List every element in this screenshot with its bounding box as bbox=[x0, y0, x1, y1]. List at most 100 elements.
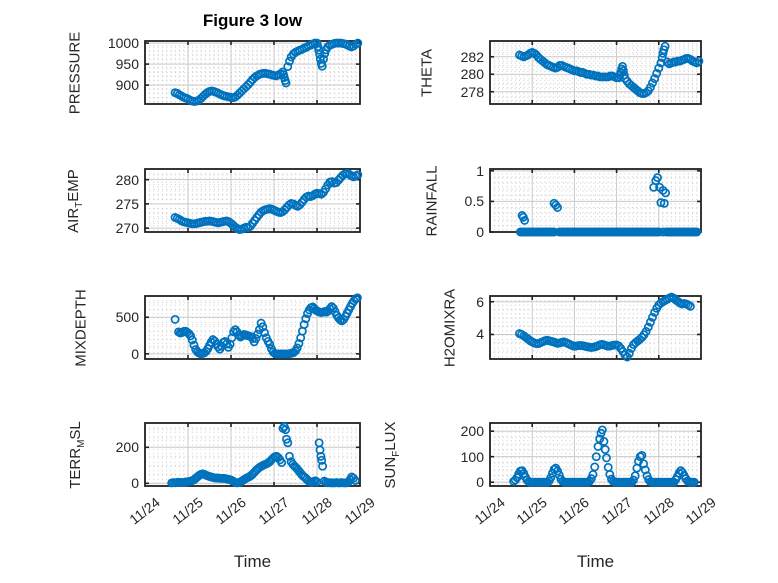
marker bbox=[590, 462, 600, 472]
marker bbox=[694, 56, 704, 66]
marker bbox=[187, 335, 197, 345]
marker bbox=[317, 455, 327, 465]
rainfall-y-label: RAINFALL bbox=[423, 165, 441, 236]
figure-title: Figure 3 low bbox=[202, 11, 303, 30]
marker bbox=[657, 53, 667, 63]
marker bbox=[643, 322, 653, 332]
scatter-markers bbox=[170, 38, 363, 106]
pressure-ytick-label: 950 bbox=[115, 56, 139, 73]
marker bbox=[605, 470, 615, 479]
tick-marks bbox=[490, 41, 701, 104]
terr-msl-xtick-label: 11/25 bbox=[169, 494, 206, 528]
marker bbox=[281, 78, 291, 88]
marker bbox=[186, 331, 196, 341]
pressure-plot bbox=[144, 38, 363, 106]
marker bbox=[637, 450, 647, 460]
marker bbox=[641, 327, 651, 336]
marker bbox=[591, 452, 601, 462]
sun-flux-ytick-label: 100 bbox=[460, 448, 484, 465]
marker bbox=[251, 334, 261, 343]
marker bbox=[653, 173, 662, 183]
marker bbox=[645, 317, 655, 327]
marker bbox=[260, 328, 269, 338]
tick-marks bbox=[145, 423, 360, 486]
sun-flux-y-label: SUNFLUX bbox=[382, 421, 402, 488]
scatter-markers bbox=[509, 425, 699, 487]
marker bbox=[281, 425, 291, 435]
pressure-ytick-label: 900 bbox=[115, 77, 139, 94]
marker bbox=[170, 314, 180, 324]
theta-y-label: THETA bbox=[418, 48, 436, 97]
marker bbox=[520, 215, 530, 225]
marker bbox=[277, 458, 287, 468]
mixdepth-y-label: MIXDEPTH bbox=[72, 288, 90, 367]
axes-box bbox=[144, 422, 361, 487]
air-temp-ytick-label: 280 bbox=[115, 171, 139, 188]
marker bbox=[318, 461, 328, 471]
theta-ytick-label: 282 bbox=[460, 48, 484, 65]
marker bbox=[553, 203, 562, 212]
marker bbox=[660, 41, 670, 51]
theta-ytick-label: 280 bbox=[460, 66, 484, 83]
axes-box bbox=[489, 295, 702, 360]
axes-box bbox=[144, 168, 361, 233]
minor-grid bbox=[490, 169, 701, 232]
terr-msl-ytick-label: 0 bbox=[131, 475, 139, 492]
rainfall-plot bbox=[489, 168, 702, 237]
terr-msl-xtick-label: 11/24 bbox=[126, 494, 163, 528]
marker bbox=[597, 425, 607, 435]
marker bbox=[189, 340, 199, 350]
marker bbox=[641, 88, 651, 98]
marker bbox=[294, 339, 304, 349]
axes-box bbox=[489, 40, 702, 105]
marker bbox=[316, 451, 326, 461]
rainfall-ytick-label: 1 bbox=[476, 162, 484, 179]
marker bbox=[652, 68, 662, 78]
marker bbox=[319, 54, 328, 64]
marker bbox=[292, 343, 302, 353]
marker bbox=[645, 82, 655, 92]
terr-msl-y-label: TERRMSL bbox=[67, 420, 87, 489]
marker bbox=[352, 293, 362, 303]
marker bbox=[353, 170, 363, 180]
air-temp-ytick-label: 275 bbox=[115, 195, 139, 212]
marker bbox=[658, 185, 668, 195]
theta-ytick-label: 278 bbox=[460, 83, 484, 100]
marker bbox=[629, 475, 638, 485]
mixdepth-plot bbox=[144, 293, 362, 360]
marker bbox=[661, 188, 671, 198]
marker bbox=[280, 205, 290, 215]
h2omixra-ytick-label: 6 bbox=[476, 293, 484, 310]
air-temp-y-label: AIRTEMP bbox=[65, 168, 85, 233]
marker bbox=[656, 198, 666, 208]
scatter-markers bbox=[170, 168, 363, 235]
terr-msl-plot bbox=[144, 422, 361, 488]
marker bbox=[659, 198, 669, 208]
marker bbox=[213, 342, 223, 352]
x-axis-title-right: Time bbox=[576, 552, 615, 571]
marker bbox=[586, 474, 596, 484]
tick-marks bbox=[490, 296, 701, 359]
terr-msl-xtick-label: 11/28 bbox=[298, 494, 335, 528]
rainfall-ytick-label: 0.5 bbox=[464, 193, 484, 210]
axes-box bbox=[144, 295, 361, 360]
h2omixra-plot bbox=[489, 292, 702, 362]
marker bbox=[602, 453, 611, 463]
marker bbox=[299, 320, 309, 330]
marker bbox=[265, 339, 275, 349]
marker bbox=[331, 178, 341, 188]
marker bbox=[283, 438, 293, 448]
marker bbox=[685, 301, 695, 311]
sun-flux-xtick-label: 11/26 bbox=[555, 494, 593, 528]
mixdepth-ytick-label: 500 bbox=[115, 309, 139, 326]
marker bbox=[648, 78, 657, 88]
marker bbox=[620, 350, 630, 360]
marker bbox=[692, 227, 702, 237]
terr-msl-xtick-label: 11/29 bbox=[341, 494, 378, 528]
tick-marks bbox=[145, 169, 360, 232]
scatter-markers bbox=[170, 293, 362, 359]
minor-grid bbox=[490, 423, 701, 486]
x-axis-title-left: Time bbox=[233, 552, 272, 571]
marker bbox=[313, 42, 323, 51]
